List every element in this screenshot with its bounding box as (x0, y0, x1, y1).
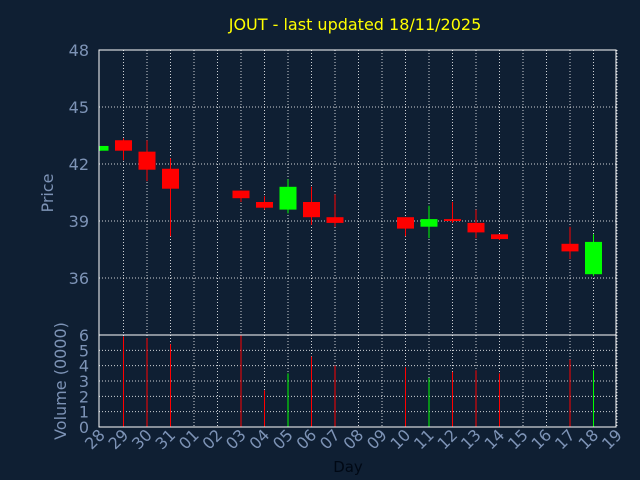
price-panel: 36 39 42 45 48 Price (38, 41, 618, 336)
candle (326, 194, 344, 227)
candle-body (279, 186, 297, 210)
candle (585, 234, 602, 277)
candle-body (138, 151, 156, 170)
volume-y-tick-label: 2 (79, 387, 89, 406)
candle (256, 196, 273, 210)
volume-y-tick-label: 6 (79, 326, 89, 345)
candles (99, 138, 602, 277)
x-tick-label: 19 (598, 425, 626, 453)
price-axis-label: Price (38, 173, 57, 212)
candle-body (397, 217, 414, 229)
price-frame (98, 49, 617, 336)
candle-body (232, 190, 250, 199)
x-tick-labels: 2829303101020304050607080910111213141516… (81, 425, 626, 453)
candle (420, 205, 438, 239)
price-y-tick-label: 45 (69, 98, 89, 117)
candle-body (326, 217, 344, 223)
candle (99, 145, 109, 151)
candle (138, 140, 156, 182)
candle (491, 234, 508, 240)
volume-y-tick-label: 0 (79, 418, 89, 437)
volume-y-tick-label: 4 (79, 357, 89, 376)
candle-body (467, 222, 485, 233)
price-y-tick-label: 48 (69, 41, 89, 60)
candle-body (115, 140, 132, 151)
price-y-tick-label: 42 (69, 155, 89, 174)
volume-y-tick-label: 5 (79, 341, 89, 360)
volume-grid (99, 334, 618, 428)
candle-body (585, 241, 602, 275)
candle (444, 202, 461, 223)
volume-frame (98, 334, 617, 428)
volume-y-tick-label: 1 (79, 403, 89, 422)
volume-axis-label: Volume (0000) (51, 322, 70, 440)
candle (115, 138, 132, 161)
candle (467, 209, 485, 239)
price-y-tick-label: 36 (69, 269, 89, 288)
candle-body (444, 219, 461, 221)
candle-body (99, 145, 109, 151)
volume-y-tick-label: 3 (79, 372, 89, 391)
candle (303, 186, 320, 225)
price-y-tick-label: 39 (69, 212, 89, 231)
price-grid (99, 49, 618, 335)
volume-bars (123, 335, 594, 427)
candle (397, 217, 414, 237)
candle-body (491, 234, 508, 240)
candle (561, 226, 579, 259)
candle-body (303, 202, 320, 218)
price-y-tick-labels: 36 39 42 45 48 (69, 41, 89, 288)
candle (232, 190, 250, 202)
candle (279, 179, 297, 214)
x-axis-label: Day (333, 458, 363, 476)
chart-title: JOUT - last updated 18/11/2025 (228, 15, 482, 34)
candle-body (420, 219, 438, 227)
candle-body (561, 243, 579, 252)
candle-body (256, 202, 273, 208)
candle-body (162, 168, 179, 189)
candle (162, 158, 179, 237)
